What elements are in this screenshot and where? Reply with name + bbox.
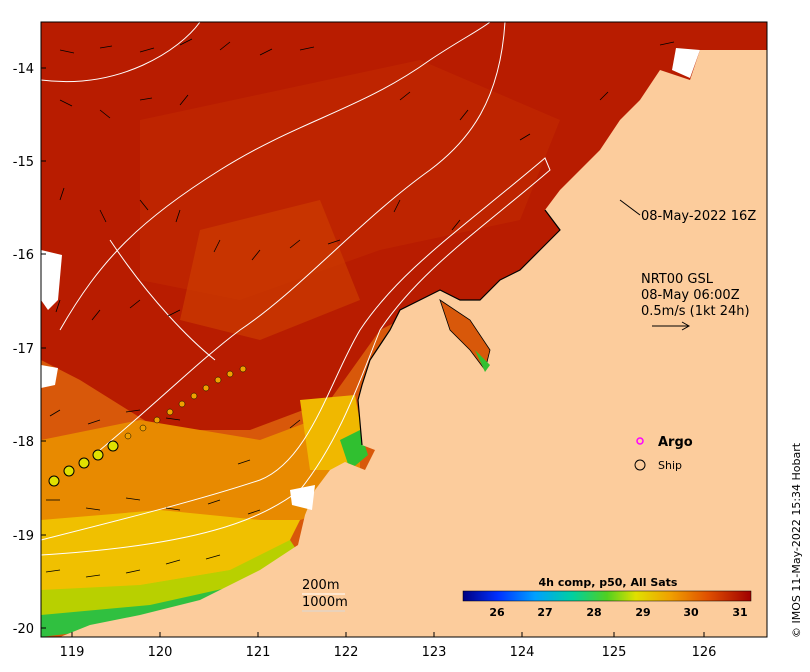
ship-track [48, 365, 247, 487]
x-tick-label: 126 [692, 645, 717, 660]
x-tick-label: 123 [422, 645, 447, 660]
argo-legend-label: Argo [658, 435, 693, 450]
colorbar-tick: 28 [586, 606, 601, 619]
isobath-1000-label: 1000m [302, 595, 348, 610]
map-area [41, 22, 767, 637]
colorbar-tick: 30 [683, 606, 699, 619]
x-tick-label: 120 [148, 645, 173, 660]
y-axis: -14 -15 -16 -17 -18 -19 -20 [13, 62, 46, 637]
y-tick-label: -14 [13, 62, 34, 77]
x-tick-label: 121 [246, 645, 271, 660]
y-tick-label: -15 [13, 155, 34, 170]
x-axis: 119 120 121 122 123 124 125 126 [60, 632, 717, 660]
y-tick-label: -19 [13, 529, 34, 544]
land-mass [60, 22, 767, 637]
isobath-200-label: 200m [302, 578, 339, 593]
colorbar-tick: 26 [489, 606, 505, 619]
y-tick-label: -18 [13, 435, 34, 450]
y-tick-label: -17 [13, 342, 34, 357]
scale-arrow-icon [652, 321, 691, 331]
colorbar-tick: 27 [537, 606, 552, 619]
colorbar-tick: 29 [635, 606, 650, 619]
ship-marker-icon [634, 459, 646, 471]
argo-marker-icon [636, 437, 644, 445]
colorbar-title: 4h comp, p50, All Sats [539, 576, 678, 589]
map-frame [40, 21, 768, 638]
colorbar-tick: 31 [732, 606, 747, 619]
ship-legend-label: Ship [658, 459, 682, 472]
isobath-line [41, 22, 201, 82]
y-tick-label: -16 [13, 248, 34, 263]
current-vectors [45, 38, 675, 578]
x-tick-label: 119 [60, 645, 85, 660]
colorbar-gradient [462, 590, 752, 602]
timestamp-label: 08-May-2022 16Z [641, 209, 756, 224]
y-tick-label: -20 [13, 622, 34, 637]
current-scale: 0.5m/s (1kt 24h) [641, 304, 750, 319]
x-tick-label: 125 [602, 645, 627, 660]
current-title: NRT00 GSL [641, 272, 714, 287]
current-time: 08-May 06:00Z [641, 288, 740, 303]
cloud-patch [41, 250, 62, 310]
credit-label: © IMOS 11-May-2022 15:34 Hobart [790, 442, 803, 638]
colorbar: 4h comp, p50, All Sats 26 27 28 29 30 31 [458, 574, 758, 619]
cool-water-region [41, 555, 300, 637]
x-tick-label: 124 [510, 645, 535, 660]
x-tick-label: 122 [334, 645, 359, 660]
